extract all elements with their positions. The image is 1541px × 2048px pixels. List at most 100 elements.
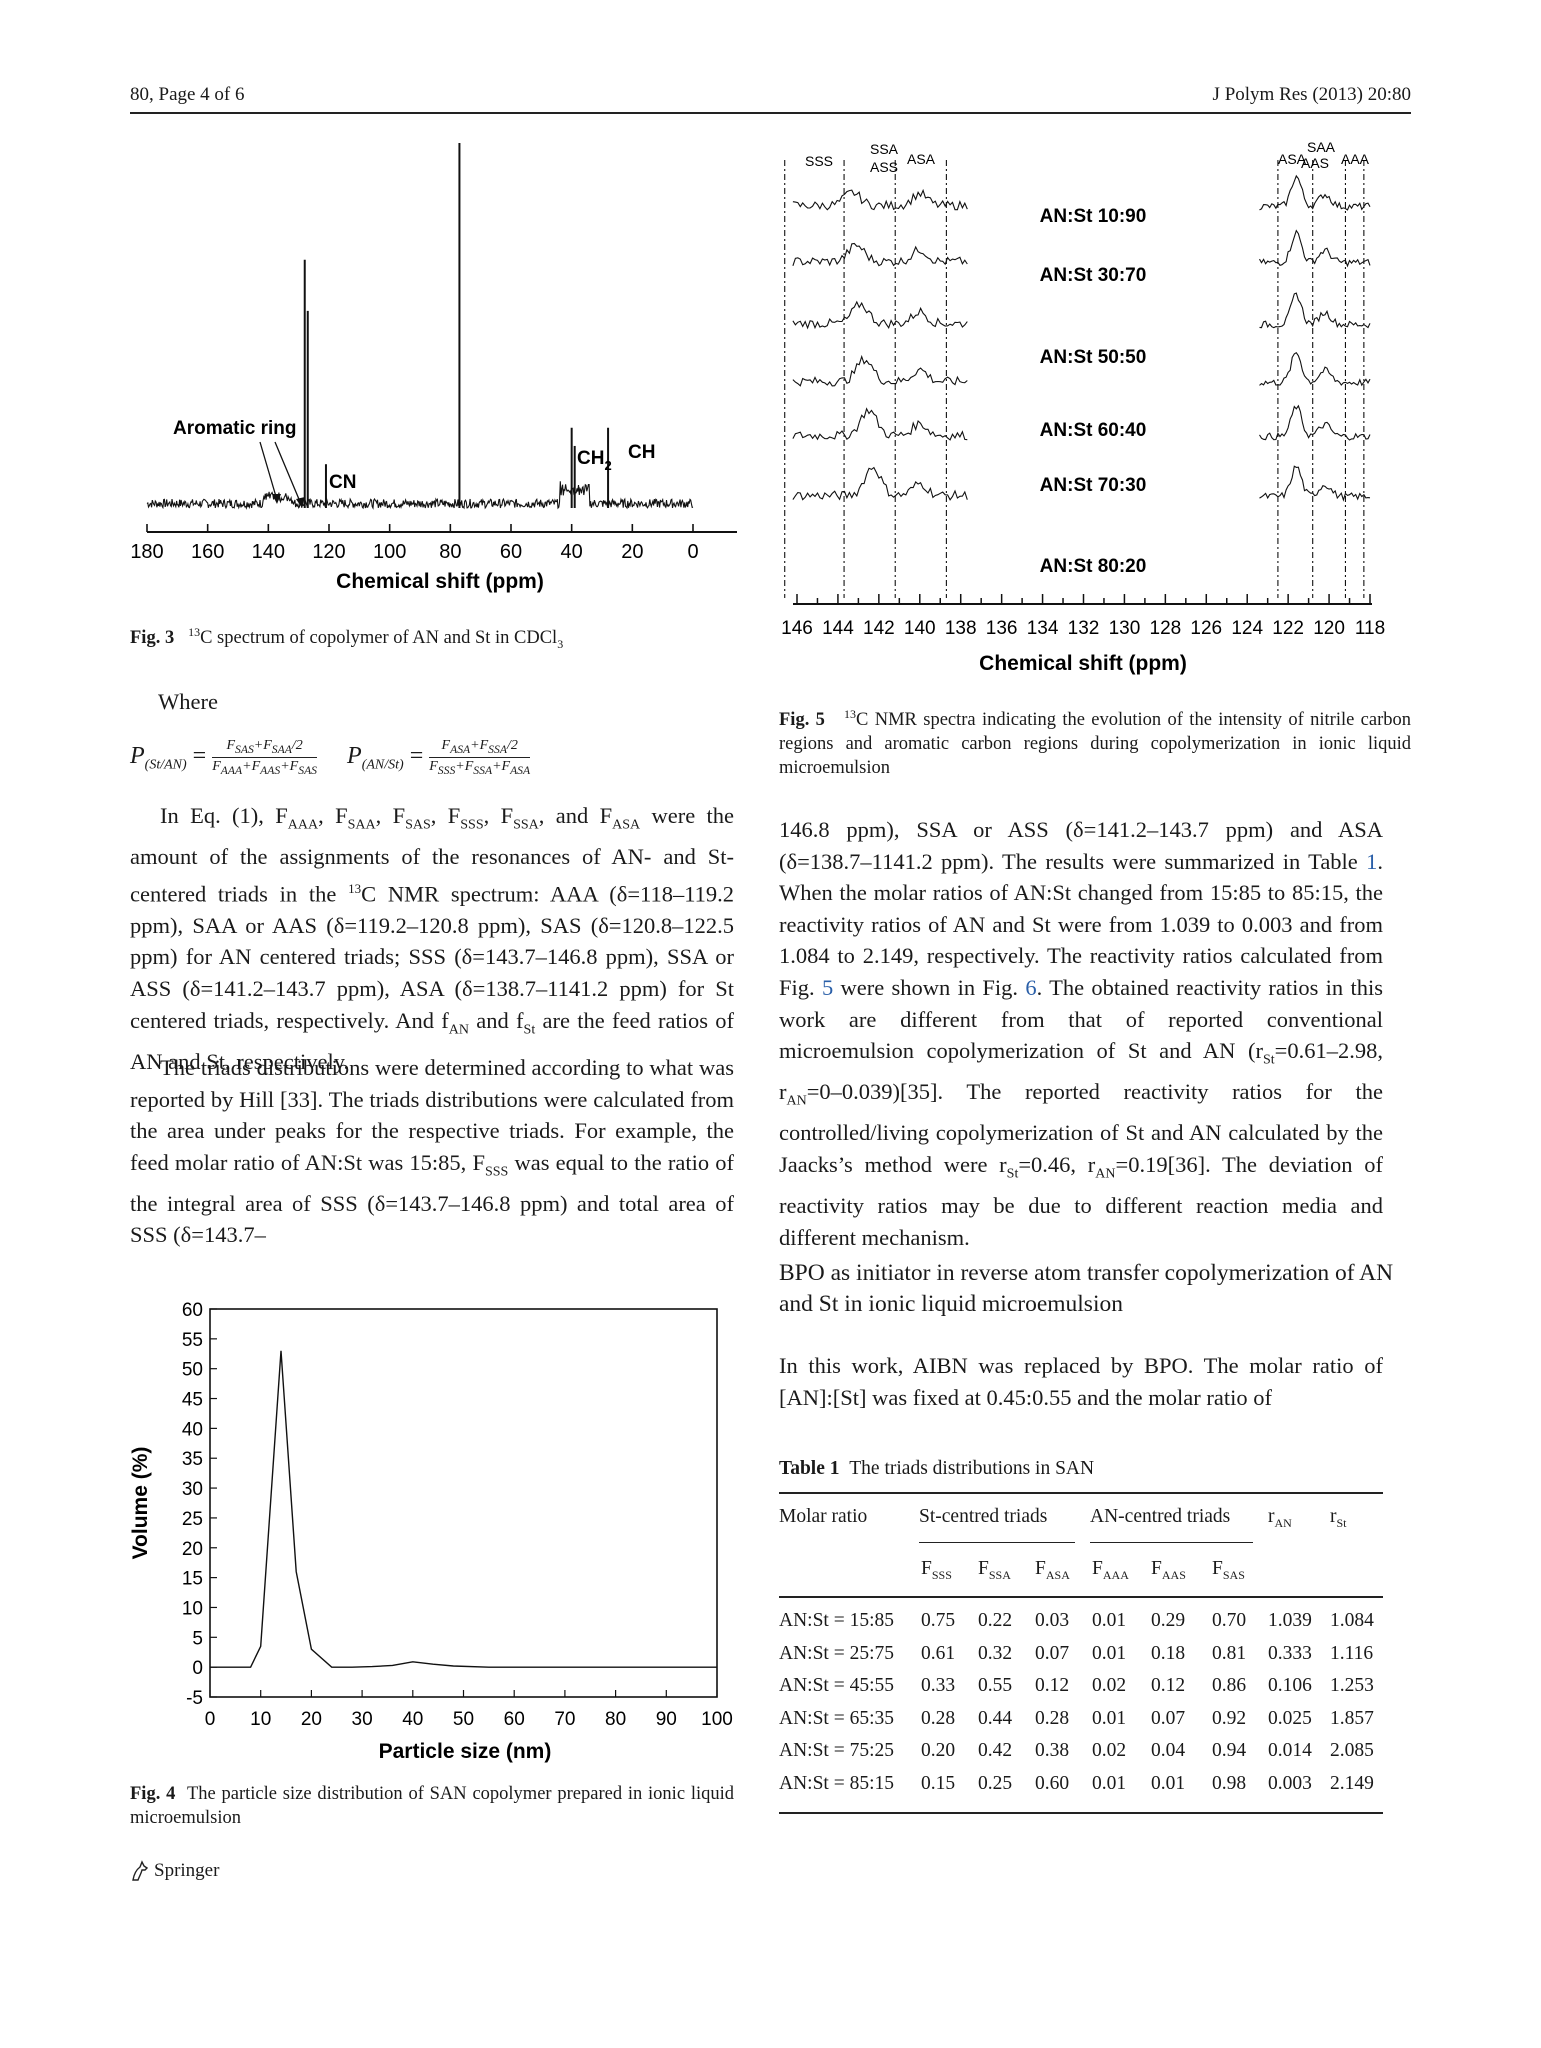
fig5-trace-st-0 [792,188,968,211]
table1-an-group-rule [1090,1542,1253,1543]
table1-cell: 0.29 [1151,1610,1186,1631]
table1-cell: 0.75 [921,1610,956,1631]
fig3-spectrum [146,143,694,510]
header-rule [130,112,1411,114]
table1-cell: 0.32 [978,1642,1013,1664]
fig5-trace-an-0 [1259,174,1371,211]
table1-cell: 0.28 [921,1707,956,1729]
table1-head-rst: rSt [1330,1506,1347,1530]
fig5-series-label-0: AN:St 10:90 [1040,206,1147,227]
table1-cell: 0.28 [1035,1707,1070,1729]
table1-cell: 0.98 [1212,1772,1247,1794]
link-fig-6[interactable]: 6 [1025,974,1037,1000]
table1-col-header-sas: FSAS [1212,1558,1245,1582]
fig5-x-tick-label-11: 124 [1231,618,1263,639]
table1-row-label: AN:St = 85:15 [779,1772,895,1794]
table1-cell: 0.94 [1212,1740,1247,1761]
table1-cell: 0.01 [1092,1772,1127,1794]
running-header-left: 80, Page 4 of 6 [130,84,245,105]
fig5-series-label-5: AN:St 80:20 [1040,556,1147,577]
fig5-label-ass: ASS [870,159,898,175]
table1-cell: 1.039 [1268,1610,1312,1631]
table1-row-label: AN:St = 25:75 [779,1642,895,1664]
table1-cell: 0.025 [1268,1707,1312,1729]
table1-cell: 0.18 [1151,1642,1186,1664]
link-table-1[interactable]: 1 [1366,848,1378,874]
fig5-x-label: Chemical shift (ppm) [979,652,1187,675]
table1-cell: 0.07 [1035,1642,1070,1664]
table1-cell: 0.12 [1035,1675,1070,1696]
fig3-x-tick-label-1: 160 [191,541,224,563]
fig5-series-label-3: AN:St 60:40 [1040,420,1147,441]
fig5-trace-st-3 [792,354,968,387]
link-fig-5[interactable]: 5 [821,974,834,1000]
fig5-trace-an-5 [1259,465,1371,502]
table1-cell: 0.81 [1212,1642,1247,1664]
fig3-arrowhead-2 [296,497,305,508]
table1-cell: 0.86 [1212,1675,1247,1696]
table1-head-ran: rAN [1268,1506,1292,1530]
fig5-x-tick-label-14: 118 [1355,618,1385,639]
table1-cell: 0.22 [978,1610,1013,1631]
fig3-baseline [146,481,694,510]
fig5-x-tick-label-13: 120 [1313,618,1345,639]
fig4-x-tick-label-1: 10 [250,1709,271,1730]
fig5-label-asa-left: ASA [907,151,936,167]
fig4-x-tick-label-10: 100 [701,1709,733,1730]
fig3-x-tick-label-4: 100 [373,541,406,563]
table1-cell: 2.085 [1330,1740,1374,1761]
fig5-trace-an-4 [1259,404,1371,441]
fig5-series-label-1: AN:St 30:70 [1040,265,1147,286]
fig5-label-sss: SSS [805,153,833,169]
fig4-y-tick-label-3: 45 [182,1390,203,1411]
fig4-y-tick-label-2: 50 [182,1360,203,1381]
fig3-x-tick-label-5: 80 [439,541,461,563]
fig5-trace-st-1 [792,242,968,267]
table1-cell: 0.01 [1092,1707,1127,1729]
fig5-x-tick-label-5: 136 [986,618,1018,639]
fig3-x-label: Chemical shift (ppm) [336,570,544,593]
fig3-arrow-aromatic-2 [274,441,302,505]
fig5-x-tick-label-9: 128 [1150,618,1182,639]
fig4-y-tick-label-8: 20 [182,1539,203,1560]
table1-col-header-aaa: FAAA [1092,1558,1129,1582]
paragraph-reactivity-ratios: 146.8 ppm), SSA or ASS (δ=141.2–143.7 pp… [779,817,1383,1250]
table1-cell: 1.116 [1330,1642,1374,1664]
fig5-trace-st-4 [792,407,968,441]
fig4-y-tick-label-13: -5 [186,1688,203,1709]
fig5-series-label-4: AN:St 70:30 [1040,475,1147,496]
table1-cell: 0.07 [1151,1707,1186,1729]
fig3-x-tick-label-3: 120 [312,541,345,563]
fig4-x-tick-label-8: 80 [605,1709,626,1730]
fig5-trace-st-2 [792,300,968,330]
fig4-x-tick-label-9: 90 [656,1709,677,1730]
fig4-x-tick-label-0: 0 [205,1709,216,1730]
table1-cell: 0.106 [1268,1675,1312,1696]
fig4-x-tick-label-2: 20 [301,1709,322,1730]
footer-springer: Springer [130,1860,219,1882]
running-header-right: J Polym Res (2013) 20:80 [1212,84,1411,105]
fig3-caption: Fig. 3 13C spectrum of copolymer of AN a… [130,625,564,651]
fig3-arrowhead-1 [272,494,281,504]
fig4-y-tick-label-0: 60 [182,1300,203,1321]
table1-cell: 0.44 [978,1707,1013,1729]
paragraph-triads-distribution: The triads distributions were determined… [130,1055,735,1248]
table1-cell: 1.857 [1330,1707,1374,1729]
fig4-plot-frame [209,1308,718,1698]
paragraph-bpo: In this work, AIBN was replaced by BPO. … [779,1353,1383,1410]
table1-cell: 0.003 [1268,1772,1312,1794]
fig5-chart: AN:St 10:90 AN:St 30:70 AN:St 50:50 AN:St 6… [781,139,1385,675]
fig4-y-tick-label-1: 55 [182,1330,203,1351]
fig4-y-tick-label-6: 30 [182,1479,203,1500]
fig5-x-tick-label-6: 134 [1027,618,1059,639]
table1-cell: 0.014 [1268,1740,1312,1761]
fig5-series-labels: AN:St 10:90 AN:St 30:70 AN:St 50:50 AN:St 6… [1040,206,1147,577]
fig5-trace-an-3 [1259,351,1371,387]
fig5-caption: Fig. 5 13C NMR spectra indicating the ev… [779,707,1411,779]
fig4-x-tick-label-3: 30 [352,1709,373,1730]
table1-cell: 0.42 [978,1740,1013,1761]
table1-cell: 1.253 [1330,1675,1374,1696]
section-title-bpo: BPO as initiator in reverse atom transfe… [779,1260,1394,1317]
table1-st-group-rule [919,1542,1075,1543]
